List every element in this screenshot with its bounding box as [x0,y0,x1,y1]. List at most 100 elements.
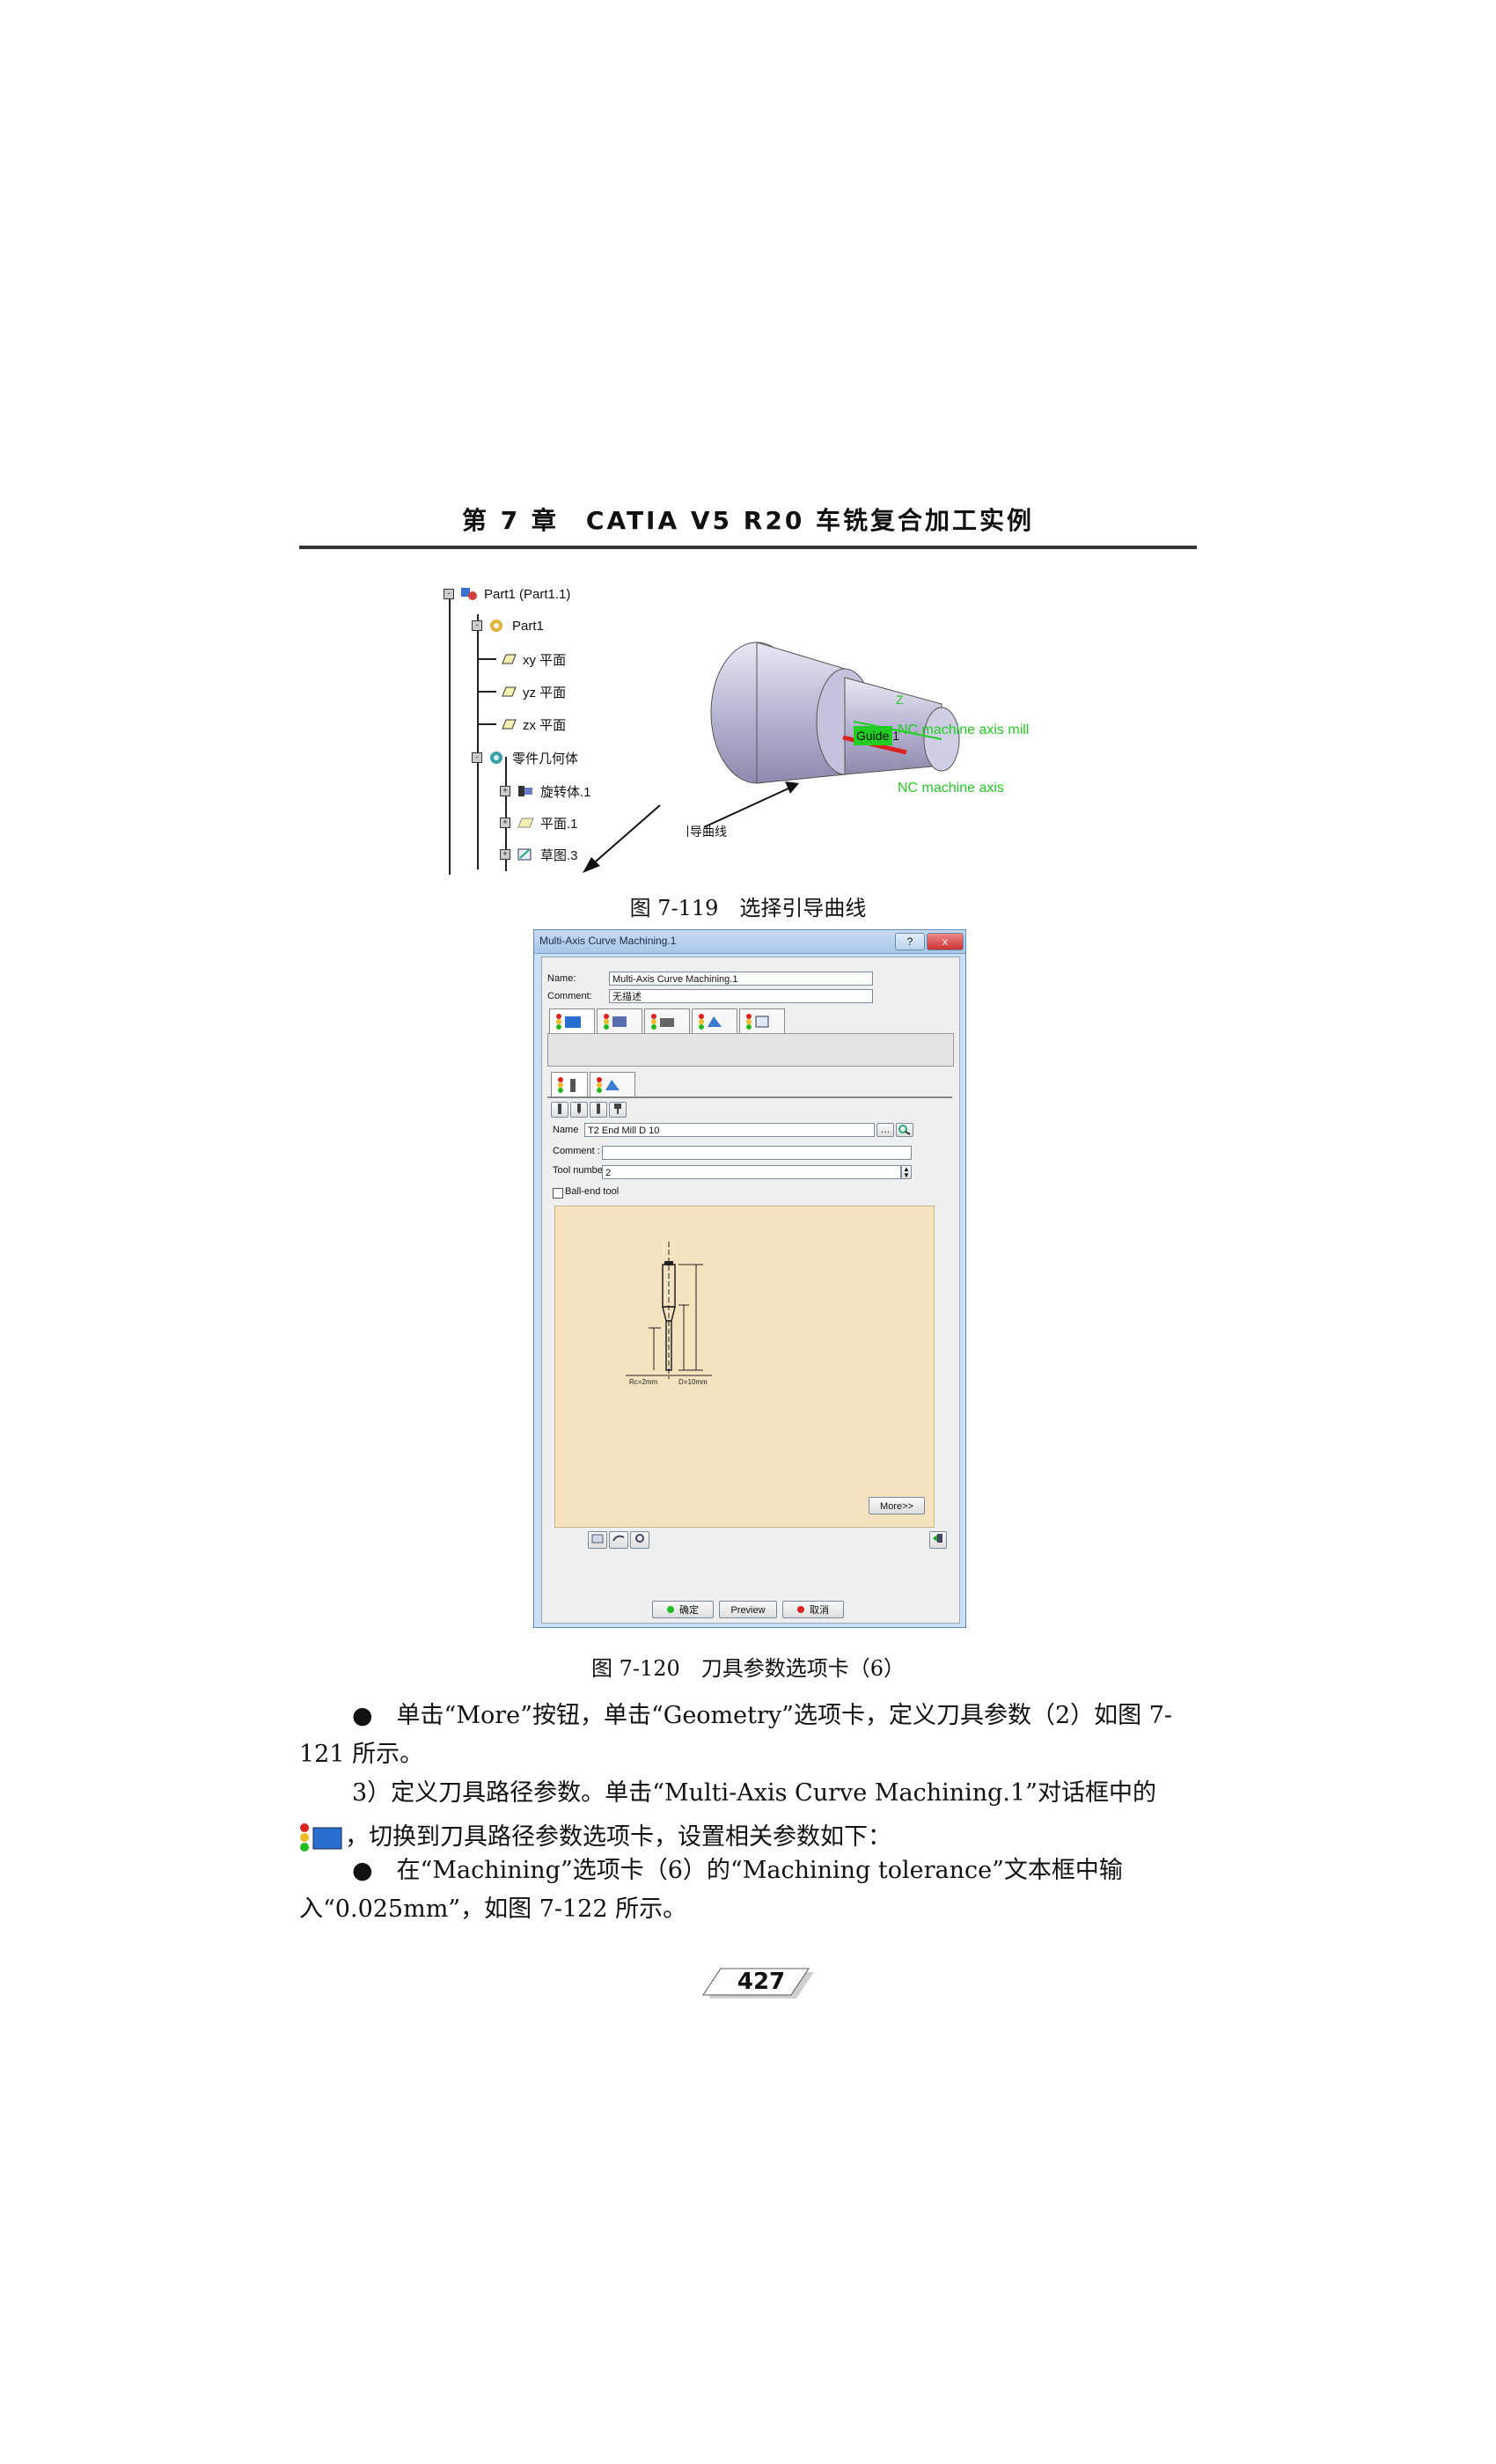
cancel-button[interactable]: 取消 [782,1601,844,1618]
axis-z-label: Z [896,693,904,707]
ball-end-checkbox[interactable] [553,1188,563,1199]
dialog-title: Multi-Axis Curve Machining.1 [539,935,677,947]
paragraph-1: ● 单击“More”按钮，单击“Geometry”选项卡，定义刀具参数（2）如图… [299,1702,1173,1768]
tool-search-button[interactable] [896,1123,913,1137]
dialog-titlebar[interactable]: Multi-Axis Curve Machining.1 ? x [534,930,965,954]
tree-connector [477,691,496,693]
comment-label: Comment: [547,991,592,1001]
tree-branch-line [477,614,479,869]
tool-number-stepper[interactable]: ▲ ▼ [901,1165,912,1179]
tool-type-button[interactable] [609,1102,627,1118]
tree-item-part[interactable]: - Part1 [472,614,544,637]
expand-box-icon[interactable]: + [500,818,510,828]
geometry-tab-icon [604,1014,627,1030]
tree-item-xy-plane[interactable]: xy 平面 [498,648,566,671]
tree-item-label: zx 平面 [523,717,567,733]
toolpath-tab-icon [556,1014,581,1030]
expand-box-icon[interactable]: - [444,589,454,599]
cancel-label: 取消 [810,1605,829,1616]
tree-item-label: 零件几何体 [512,751,579,766]
subtab-tool-assembly[interactable] [551,1072,588,1096]
figure-caption-120: 图 7-120 刀具参数选项卡（6） [590,1656,906,1681]
expand-box-icon[interactable]: + [500,786,510,796]
expand-box-icon[interactable]: - [472,752,482,763]
expand-dialog-button[interactable] [929,1531,947,1549]
tree-item-label: xy 平面 [523,652,567,668]
replay-icon [591,1534,604,1544]
tool-drawing-panel: Rc=2mm D=10mm More>> [554,1206,935,1528]
dialog-content: Name: Multi-Axis Curve Machining.1 Comme… [541,957,960,1624]
close-button[interactable]: x [927,933,964,950]
tab-toolpath-params[interactable] [549,1008,595,1033]
tree-item-label: Part1 [512,618,544,634]
paragraph-3-line: ，切换到刀具路径参数选项卡，设置相关参数如下： [299,1818,1197,1857]
expand-icon [933,1534,942,1543]
expand-box-icon[interactable]: + [500,849,510,860]
tree-item-zx-plane[interactable]: zx 平面 [498,713,566,736]
subtab-tool-params[interactable] [590,1072,635,1096]
tree-item-label: 旋转体.1 [540,784,591,800]
pointer-arrow [583,804,661,873]
tool-comment-label: Comment : [553,1146,600,1156]
ok-button[interactable]: 确定 [652,1601,714,1618]
cancel-icon [797,1606,804,1613]
machine-axis-label: NC machine axis [898,781,1004,796]
comment-field[interactable]: 无描述 [609,989,873,1003]
tool-params-icon [597,1077,620,1093]
part-icon [490,620,502,632]
name-field[interactable]: Multi-Axis Curve Machining.1 [609,972,873,986]
macro-tab-icon [746,1014,769,1030]
expand-box-icon[interactable]: - [472,620,482,631]
ball-mill-icon [597,1104,600,1114]
tab-geometry[interactable] [597,1008,642,1033]
tool-number-label: Tool number : [553,1165,612,1176]
tool-number-field[interactable]: 2 [602,1165,901,1179]
help-button[interactable]: ? [895,933,925,950]
plane-icon [502,719,517,730]
figure-caption-119: 图 7-119 选择引导曲线 [629,896,867,920]
tool-name-field[interactable]: T2 End Mill D 10 [584,1123,875,1137]
page-number-badge: 427 [700,1967,823,2007]
more-button[interactable]: More>> [869,1497,925,1514]
tool-comment-field[interactable] [602,1146,912,1160]
end-mill-type-button[interactable] [551,1102,568,1118]
tree-item-sketch3[interactable]: + 草图.3 [500,843,578,866]
paragraph-4: ● 在“Machining”选项卡（6）的“Machining toleranc… [299,1857,1123,1923]
tool-sketch: Rc=2mm D=10mm [626,1242,712,1386]
preview-button[interactable]: Preview [719,1601,777,1618]
product-icon [461,588,477,600]
drill-icon [577,1104,581,1114]
analyze-icon [635,1534,644,1543]
tree-item-product[interactable]: - Part1 (Part1.1) [444,583,570,605]
browse-button[interactable]: … [876,1123,894,1137]
subtab-divider [547,1096,952,1098]
tool-name-label: Name [553,1125,579,1135]
ball-mill-type-button[interactable] [590,1102,607,1118]
ball-end-label: Ball-end tool [565,1186,620,1197]
tab-macro[interactable] [739,1008,785,1033]
tool-type-icon [614,1104,621,1114]
tree-item-plane1[interactable]: + 平面.1 [500,811,578,834]
tab-feeds-speeds[interactable] [692,1008,737,1033]
body-icon [490,752,502,764]
part-3d-view: Guide 1 NC machine axis mill NC machine … [686,642,1029,840]
analyze-button[interactable] [630,1531,649,1549]
tab-tool[interactable] [644,1008,690,1033]
tree-item-yz-plane[interactable]: yz 平面 [498,680,566,703]
search-icon [898,1125,911,1135]
tree-item-label: 草图.3 [540,847,578,863]
plane-icon [502,654,517,664]
simulate-button[interactable] [609,1531,628,1549]
tree-item-part-body[interactable]: - 零件几何体 [472,746,578,769]
drill-type-button[interactable] [570,1102,588,1118]
toolpath-tab-inline-icon [300,1823,342,1852]
tree-item-label: yz 平面 [523,685,567,700]
tree-item-revolve[interactable]: + 旋转体.1 [500,780,591,803]
name-label: Name: [547,973,576,984]
tree-item-label: 平面.1 [540,816,578,832]
machine-axis-mill-label: NC machine axis mill [898,722,1029,737]
end-mill-icon [558,1104,561,1114]
replay-button[interactable] [588,1531,607,1549]
tree-trunk-line [449,593,451,875]
page-number-shape [702,1968,814,1998]
